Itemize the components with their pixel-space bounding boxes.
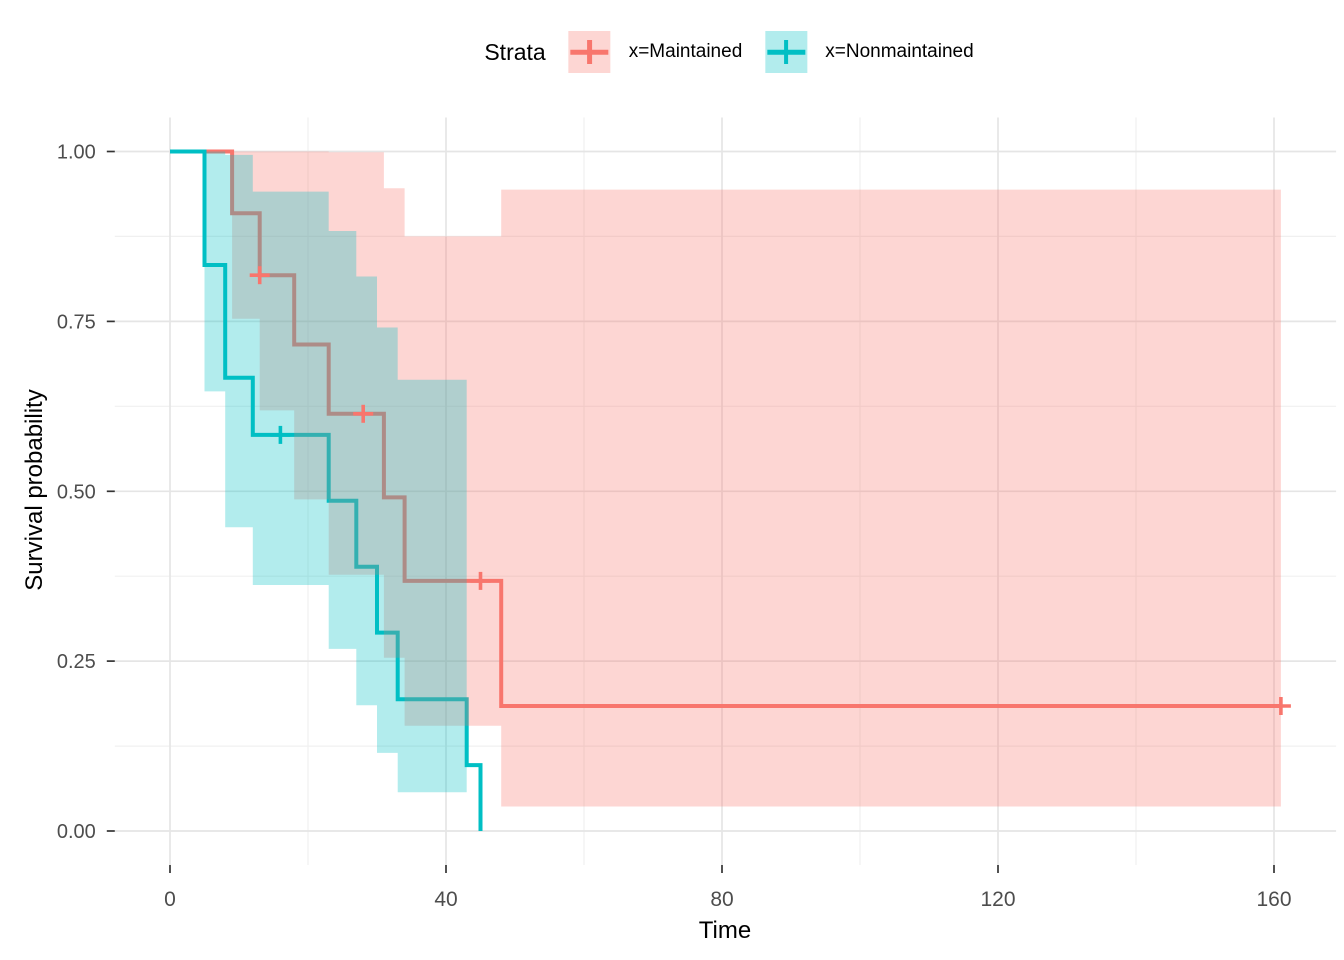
y-axis-tick-label: 0.00 <box>57 821 96 843</box>
x-axis-tick-label: 0 <box>164 888 176 911</box>
legend-title: Strata <box>484 38 546 65</box>
legend-label-nonmaintained: x=Nonmaintained <box>825 41 974 62</box>
y-axis-title: Survival probability <box>21 389 48 591</box>
legend-entry-nonmaintained: x=Nonmaintained <box>765 31 974 73</box>
nonmaintained-survival-curve <box>170 149 483 831</box>
nonmaintained-key-swatch <box>765 31 808 73</box>
x-axis-tick-label: 120 <box>980 888 1015 911</box>
censor-plus-icon <box>784 40 789 64</box>
legend: Strata x=Maintained x=Nonmaintained <box>484 31 974 73</box>
censor-plus-icon <box>587 40 592 64</box>
maintained-key-swatch <box>568 31 611 73</box>
maintained-ci-ribbon <box>232 151 1281 807</box>
y-axis-tick-label: 0.50 <box>57 481 96 503</box>
legend-entry-maintained: x=Maintained <box>568 31 743 73</box>
x-axis-tick-label: 80 <box>710 888 733 911</box>
y-axis-tick-label: 0.75 <box>57 311 96 333</box>
x-axis-tick-label: 160 <box>1256 888 1291 911</box>
legend-label-maintained: x=Maintained <box>628 41 743 62</box>
maintained-survival-curve <box>170 149 1281 708</box>
x-axis-tick-label: 40 <box>434 888 457 911</box>
y-axis-tick-label: 1.00 <box>57 142 96 164</box>
nonmaintained-ci-ribbon <box>204 151 467 793</box>
x-axis-title: Time <box>698 917 752 944</box>
y-axis-tick-label: 0.25 <box>57 651 96 673</box>
